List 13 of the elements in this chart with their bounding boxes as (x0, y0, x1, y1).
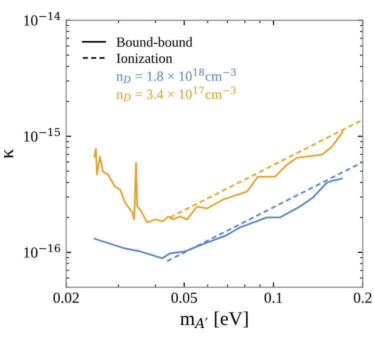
y-tick-label: 10$^{−15}$ (24, 128, 60, 142)
x-axis-title: m$_{A′}$ [eV] (180, 311, 248, 328)
x-tick-label: 0.02 (53, 292, 79, 303)
annotation: Bound-bound (116, 37, 192, 47)
x-tick-label: 0.05 (171, 292, 197, 303)
y-tick-label: 10$^{−16}$ (24, 244, 60, 258)
text: n$_{D}$ = 3.4 × 10$^{17}$cm$^{−3}$ (116, 86, 236, 101)
x-tick-label: 0.2 (354, 292, 372, 303)
annotation: Ionization (116, 54, 172, 63)
y-axis-title: κ (4, 149, 14, 158)
text: n$_{D}$ = 1.8 × 10$^{18}$cm$^{−3}$ (116, 68, 236, 83)
x-tick-label: 0.1 (264, 292, 282, 303)
y-tick-label: 10$^{−14}$ (24, 12, 60, 26)
